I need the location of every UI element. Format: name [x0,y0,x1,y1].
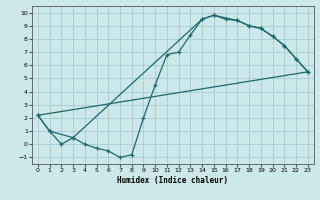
X-axis label: Humidex (Indice chaleur): Humidex (Indice chaleur) [117,176,228,185]
